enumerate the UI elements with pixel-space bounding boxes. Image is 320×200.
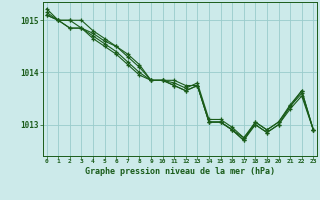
X-axis label: Graphe pression niveau de la mer (hPa): Graphe pression niveau de la mer (hPa) bbox=[85, 167, 275, 176]
